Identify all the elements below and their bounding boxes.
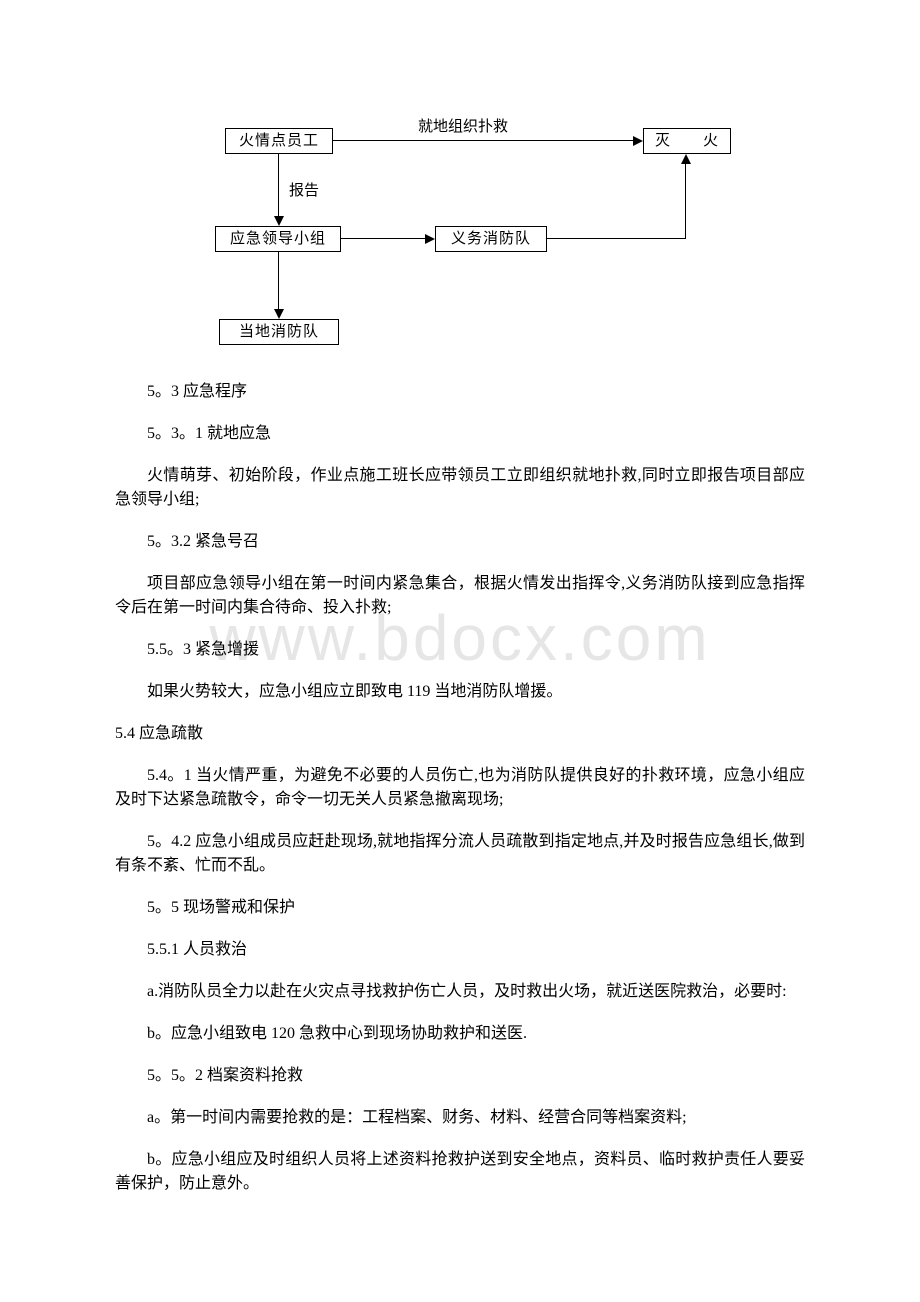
arrow-head-icon bbox=[274, 309, 284, 319]
arrow-head-icon bbox=[274, 216, 284, 226]
flowchart-edge bbox=[278, 252, 279, 312]
section-text: b。应急小组致电 120 急救中心到现场协助救护和送医. bbox=[115, 1022, 805, 1046]
section-text: 如果火势较大，应急小组应立即致电 119 当地消防队增援。 bbox=[115, 680, 805, 704]
section-text: 5.4 应急疏散 bbox=[115, 722, 805, 746]
section-text: b。应急小组应及时组织人员将上述资料抢救护送到安全地点，资料员、临时救护责任人要… bbox=[115, 1148, 805, 1196]
flowchart-edge bbox=[685, 162, 686, 239]
arrow-head-icon bbox=[681, 154, 691, 164]
flowchart-diagram: 火情点员工 灭 火 应急领导小组 义务消防队 当地消防队 就地组织扑救 报告 bbox=[165, 100, 705, 345]
section-text: a.消防队员全力以赴在火灾点寻找救护伤亡人员，及时救出火场，就近送医院救治，必要… bbox=[115, 980, 805, 1004]
flowchart-edge bbox=[333, 140, 636, 141]
section-text: 火情萌芽、初始阶段，作业点施工班长应带领员工立即组织就地扑救,同时立即报告项目部… bbox=[115, 464, 805, 512]
section-text: a。第一时间内需要抢救的是：工程档案、财务、材料、经营合同等档案资料; bbox=[115, 1106, 805, 1130]
section-text: 5.5。3 紧急增援 bbox=[115, 638, 805, 662]
flowchart-node-fire-point: 火情点员工 bbox=[225, 128, 333, 154]
flowchart-node-local-brigade: 当地消防队 bbox=[219, 319, 339, 345]
section-text: 5.4。1 当火情严重，为避免不必要的人员伤亡,也为消防队提供良好的扑救环境，应… bbox=[115, 764, 805, 812]
section-text: 5。4.2 应急小组成员应赶赴现场,就地指挥分流人员疏散到指定地点,并及时报告应… bbox=[115, 830, 805, 878]
section-text: 项目部应急领导小组在第一时间内紧急集合，根据火情发出指挥令,义务消防队接到应急指… bbox=[115, 572, 805, 620]
section-text: 5。3。1 就地应急 bbox=[115, 422, 805, 446]
flowchart-edge bbox=[341, 238, 428, 239]
document-content: 火情点员工 灭 火 应急领导小组 义务消防队 当地消防队 就地组织扑救 报告 5… bbox=[115, 100, 805, 1196]
arrow-head-icon bbox=[633, 136, 643, 146]
section-text: 5.5.1 人员救治 bbox=[115, 938, 805, 962]
section-text: 5。3 应急程序 bbox=[115, 380, 805, 404]
flowchart-edge bbox=[547, 238, 686, 239]
flowchart-edge-label-rescue: 就地组织扑救 bbox=[418, 116, 508, 139]
section-text: 5。3.2 紧急号召 bbox=[115, 530, 805, 554]
flowchart-edge-label-report: 报告 bbox=[289, 180, 319, 203]
flowchart-node-extinguish: 灭 火 bbox=[643, 128, 731, 154]
section-text: 5。5 现场警戒和保护 bbox=[115, 896, 805, 920]
flowchart-node-emergency-group: 应急领导小组 bbox=[215, 226, 341, 252]
section-text: 5。5。2 档案资料抢救 bbox=[115, 1064, 805, 1088]
arrow-head-icon bbox=[425, 234, 435, 244]
flowchart-node-volunteer-brigade: 义务消防队 bbox=[435, 226, 547, 252]
flowchart-edge bbox=[278, 154, 279, 219]
